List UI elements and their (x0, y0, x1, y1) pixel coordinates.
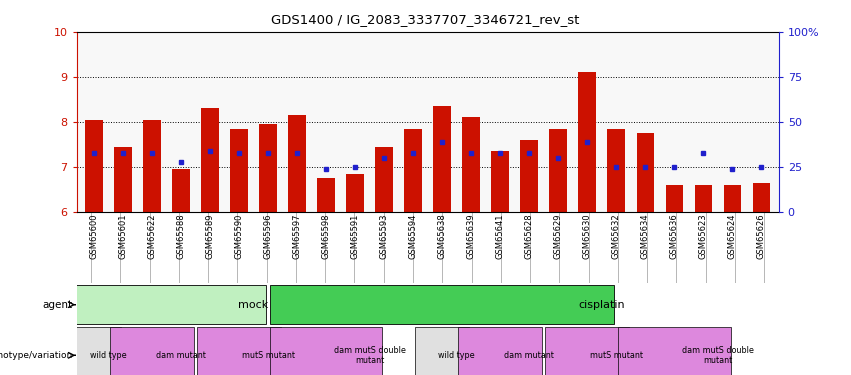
FancyBboxPatch shape (270, 327, 382, 375)
Bar (462, 117, 480, 212)
Text: mock: mock (238, 300, 269, 310)
Bar (143, 120, 161, 212)
Text: dam mutant: dam mutant (156, 351, 206, 360)
Bar (433, 106, 451, 212)
Text: GDS1400 / IG_2083_3337707_3346721_rev_st: GDS1400 / IG_2083_3337707_3346721_rev_st (271, 13, 580, 26)
Text: dam mutS double
mutant: dam mutS double mutant (334, 346, 406, 365)
Bar (260, 124, 277, 212)
Bar (231, 129, 248, 212)
Bar (608, 129, 625, 212)
FancyBboxPatch shape (545, 327, 629, 375)
Text: dam mutS double
mutant: dam mutS double mutant (682, 346, 754, 365)
Bar (346, 174, 363, 212)
Text: mutS mutant: mutS mutant (242, 351, 294, 360)
Text: genotype/variation: genotype/variation (0, 351, 72, 360)
FancyBboxPatch shape (0, 285, 266, 324)
Bar (579, 72, 596, 212)
Bar (317, 178, 334, 212)
FancyBboxPatch shape (270, 285, 614, 324)
Bar (491, 151, 509, 212)
Text: mutS mutant: mutS mutant (590, 351, 643, 360)
Bar (404, 129, 422, 212)
Bar (550, 129, 567, 212)
Text: dam mutant: dam mutant (505, 351, 554, 360)
FancyBboxPatch shape (459, 327, 542, 375)
FancyBboxPatch shape (111, 327, 194, 375)
Bar (202, 108, 219, 212)
Bar (85, 120, 103, 212)
Text: wild type: wild type (438, 351, 475, 360)
FancyBboxPatch shape (197, 327, 281, 375)
Bar (288, 115, 306, 212)
Bar (637, 133, 654, 212)
Bar (752, 183, 770, 212)
Text: cisplatin: cisplatin (579, 300, 625, 310)
Bar (665, 185, 683, 212)
Bar (375, 147, 393, 212)
FancyBboxPatch shape (66, 327, 121, 375)
FancyBboxPatch shape (414, 327, 470, 375)
Bar (723, 185, 741, 212)
Bar (172, 169, 190, 212)
Text: agent: agent (43, 300, 72, 310)
Bar (114, 147, 132, 212)
Bar (694, 185, 712, 212)
FancyBboxPatch shape (618, 327, 730, 375)
Text: wild type: wild type (90, 351, 127, 360)
Bar (521, 140, 538, 212)
